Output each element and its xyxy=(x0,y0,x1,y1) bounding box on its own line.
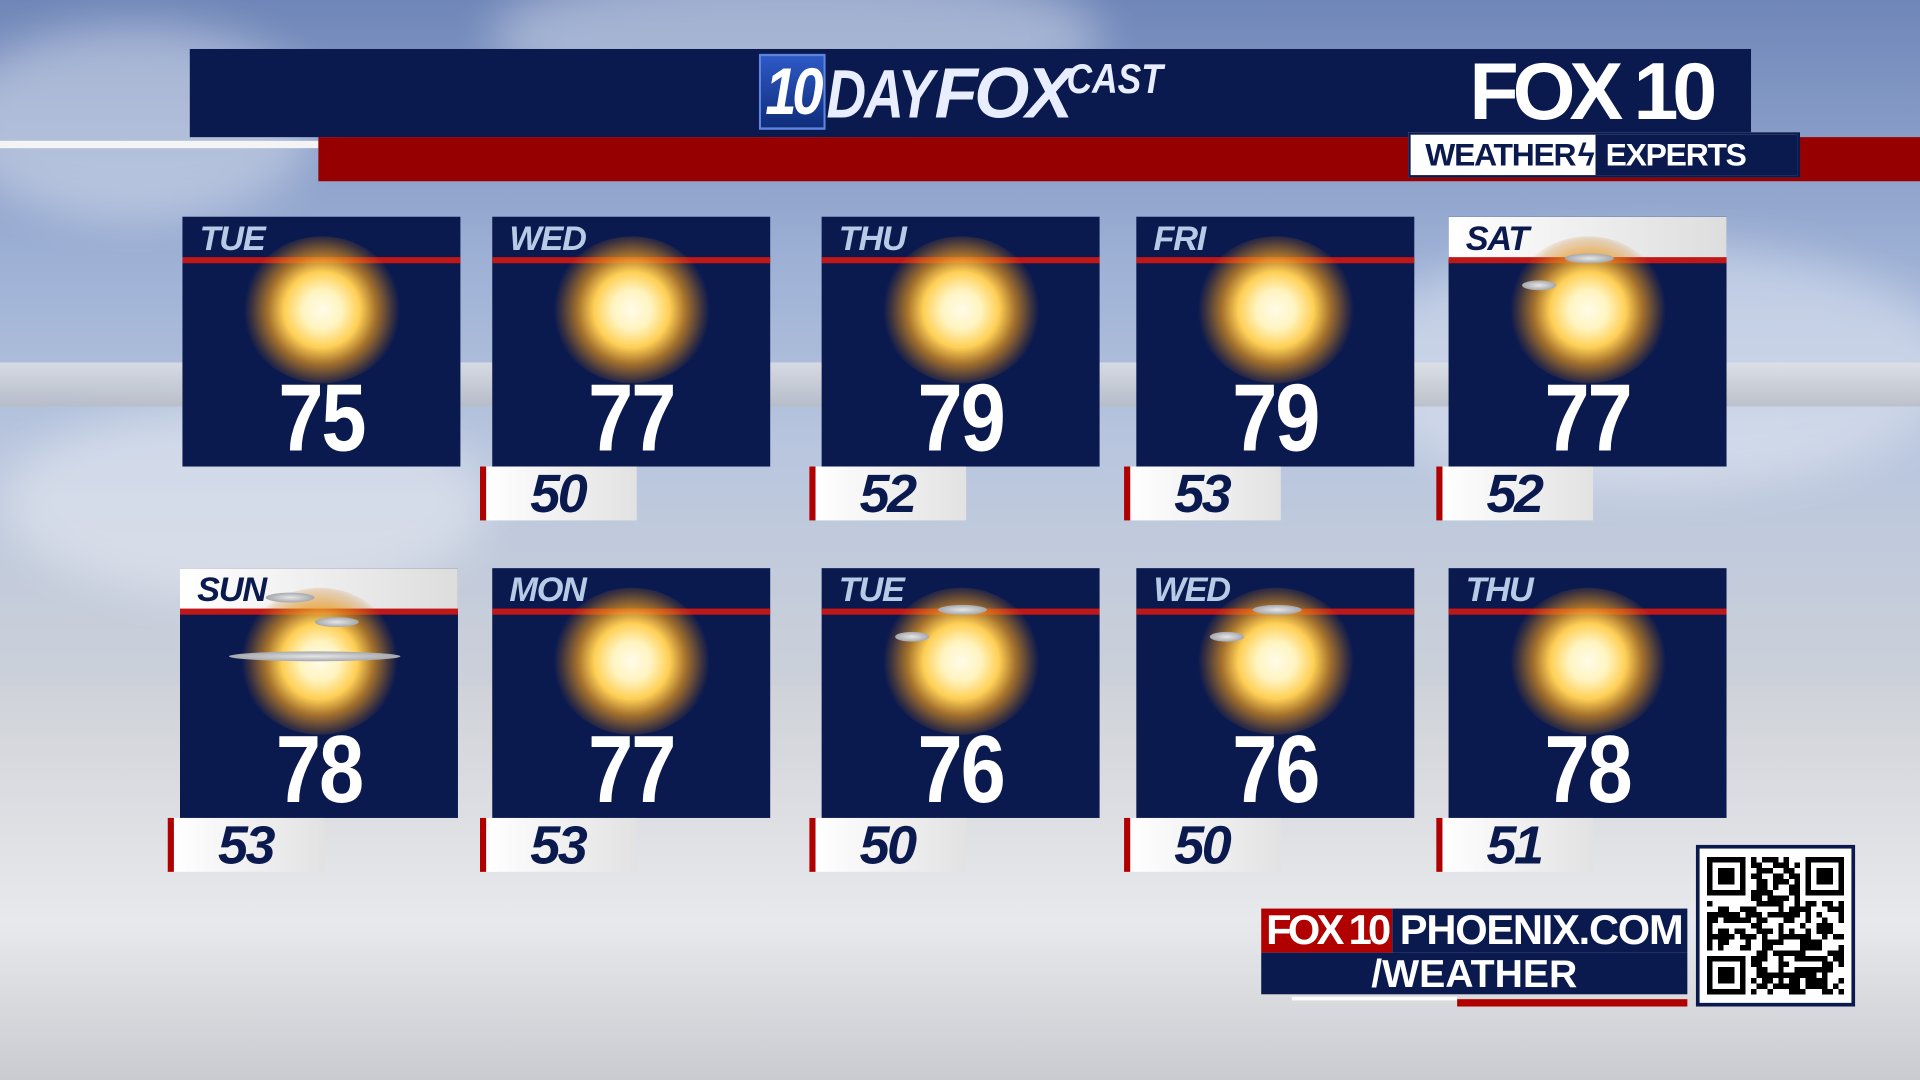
tagline-weather: WEATHER xyxy=(1425,135,1576,173)
header-bar xyxy=(189,48,1752,138)
title-cast: CAST xyxy=(1067,56,1164,103)
cloud-icon xyxy=(1522,280,1557,291)
high-temp: 79 xyxy=(917,363,1006,467)
partly-cloudy-icon xyxy=(239,587,399,735)
cloud-icon xyxy=(1252,604,1302,615)
forecast-card-thu: THU 78 xyxy=(1448,568,1727,818)
sunny-icon xyxy=(551,236,711,384)
low-temp: 53 xyxy=(167,817,325,874)
sunny-icon xyxy=(241,236,402,384)
forecast-card-thu: THU 79 xyxy=(821,216,1100,467)
low-temp: 52 xyxy=(1436,466,1594,522)
high-temp: 78 xyxy=(1544,715,1632,818)
high-temp: 76 xyxy=(1232,715,1320,818)
sunny-icon xyxy=(881,236,1041,384)
header-accent-line xyxy=(0,140,319,149)
high-temp: 79 xyxy=(1232,363,1320,467)
high-temp: 77 xyxy=(1544,363,1632,467)
weather-experts-badge: WEATHER ϟ EXPERTS xyxy=(1408,132,1801,178)
qr-code[interactable] xyxy=(1695,844,1856,1007)
day-label: WED xyxy=(1153,570,1231,609)
day-label: TUE xyxy=(199,219,266,258)
title-ten: 10 xyxy=(758,53,826,130)
title-day: DAY xyxy=(826,55,935,133)
website-banner: FOX 10 PHOENIX.COM xyxy=(1261,908,1688,953)
high-temp: 76 xyxy=(917,715,1006,818)
low-temp: 51 xyxy=(1436,817,1594,874)
page-title: 10 DAY FOX CAST xyxy=(753,53,1180,134)
fox10-logo: FOX 10 xyxy=(1469,45,1717,136)
cloud-icon xyxy=(265,592,315,603)
low-temp: 53 xyxy=(480,817,637,874)
footer-line xyxy=(1291,996,1458,1001)
forecast-card-wed: WED 77 xyxy=(492,216,771,467)
high-temp: 77 xyxy=(588,363,676,467)
low-temp: 53 xyxy=(1124,466,1281,522)
footer-path: /WEATHER xyxy=(1261,952,1688,994)
low-temp: 50 xyxy=(480,466,637,522)
tagline-experts: EXPERTS xyxy=(1595,134,1798,176)
footer-red-line xyxy=(1457,999,1688,1007)
day-label: FRI xyxy=(1153,219,1206,258)
forecast-card-sat: SAT 77 xyxy=(1448,216,1727,467)
title-fox: FOX xyxy=(934,53,1073,134)
cloud-icon xyxy=(1564,253,1614,264)
cloud-icon xyxy=(937,604,987,615)
high-temp: 75 xyxy=(278,363,366,467)
footer-site: PHOENIX.COM xyxy=(1392,908,1688,953)
footer-brand: FOX 10 xyxy=(1261,908,1393,953)
forecast-card-tue: TUE 75 xyxy=(182,216,461,467)
day-label: THU xyxy=(838,219,907,258)
sunny-icon xyxy=(1507,587,1668,735)
cloud-icon xyxy=(895,631,930,642)
day-label: TUE xyxy=(838,570,905,609)
sunny-icon xyxy=(551,587,711,735)
low-temp: 50 xyxy=(809,817,967,874)
low-temp: 52 xyxy=(809,466,967,522)
low-temp: 50 xyxy=(1124,817,1281,874)
sunny-icon xyxy=(1195,236,1355,384)
forecast-card-sun: SUN 78 xyxy=(180,568,458,818)
cloud-icon xyxy=(314,617,359,627)
forecast-card-mon: MON 77 xyxy=(492,568,771,818)
high-temp: 78 xyxy=(275,715,364,818)
forecast-card-fri: FRI 79 xyxy=(1136,216,1415,467)
day-label: THU xyxy=(1465,570,1534,609)
day-label: WED xyxy=(509,219,587,258)
high-temp: 77 xyxy=(588,715,676,818)
forecast-card-tue: TUE 76 xyxy=(821,568,1100,818)
cloud-icon xyxy=(1209,631,1245,642)
day-label: MON xyxy=(509,570,587,609)
lightning-bolt-icon: ϟ xyxy=(1577,135,1595,173)
forecast-card-wed: WED 76 xyxy=(1136,568,1415,818)
cloud-icon xyxy=(228,651,401,662)
